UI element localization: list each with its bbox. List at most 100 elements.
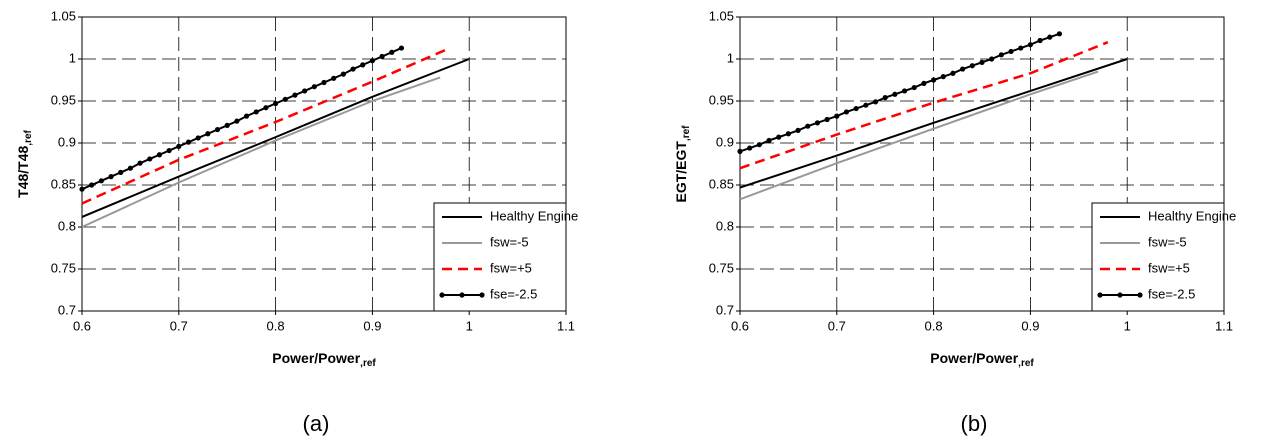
series-marker bbox=[273, 100, 279, 107]
legend-label: fsw=+5 bbox=[490, 260, 532, 275]
series-marker bbox=[892, 91, 898, 97]
legend-marker bbox=[479, 292, 485, 298]
series-marker bbox=[398, 45, 405, 51]
y-tick-label: 1 bbox=[69, 50, 76, 65]
series-marker bbox=[853, 105, 859, 112]
legend-label: fse=-2.5 bbox=[490, 286, 537, 301]
y-tick-label: 0.9 bbox=[716, 134, 734, 149]
legend-label: fse=-2.5 bbox=[1148, 286, 1195, 301]
series-marker bbox=[737, 148, 743, 154]
legend-marker bbox=[459, 292, 465, 298]
y-axis-title-sub: ,ref bbox=[23, 129, 34, 145]
series-marker bbox=[1047, 34, 1053, 40]
series-marker bbox=[302, 88, 308, 94]
x-tick-label: 0.9 bbox=[1021, 318, 1039, 333]
series-marker bbox=[243, 113, 250, 119]
legend-label: Healthy Engine bbox=[490, 208, 578, 223]
series-line bbox=[739, 58, 1128, 189]
y-tick-label: 0.95 bbox=[51, 92, 76, 107]
series-line bbox=[739, 41, 1109, 170]
series-marker bbox=[863, 102, 869, 108]
x-tick-label: 0.7 bbox=[828, 318, 846, 333]
series-marker bbox=[776, 134, 782, 140]
series-marker bbox=[369, 58, 375, 64]
x-axis-title-sub: ,ref bbox=[360, 358, 376, 369]
series-marker bbox=[998, 52, 1004, 58]
y-tick-label: 0.85 bbox=[51, 176, 76, 191]
y-tick-label: 1 bbox=[727, 50, 734, 65]
series-marker bbox=[843, 109, 850, 115]
series-marker bbox=[1037, 37, 1043, 44]
x-tick-label: 1.1 bbox=[557, 318, 575, 333]
series-line bbox=[81, 46, 451, 205]
legend-label: Healthy Engine bbox=[1148, 208, 1236, 223]
plot-border bbox=[81, 16, 567, 312]
y-tick-label: 0.8 bbox=[58, 218, 76, 233]
legend-marker bbox=[1097, 292, 1103, 298]
series-marker bbox=[1008, 48, 1014, 55]
panel-label: (a) bbox=[303, 411, 330, 436]
series-marker bbox=[331, 75, 337, 81]
series-marker bbox=[1056, 31, 1063, 37]
series-marker bbox=[340, 71, 346, 77]
series-marker bbox=[79, 186, 85, 192]
x-axis-title-sub: ,ref bbox=[1018, 358, 1034, 369]
series-marker bbox=[185, 139, 192, 145]
x-axis-title-main: Power/Power bbox=[272, 350, 360, 366]
legend-box bbox=[433, 202, 567, 312]
series-marker bbox=[921, 80, 927, 86]
series-marker bbox=[311, 84, 317, 90]
y-tick-label: 0.85 bbox=[709, 176, 734, 191]
y-tick-label: 0.7 bbox=[58, 302, 76, 317]
y-axis-title: T48/T48,ref bbox=[15, 129, 34, 197]
series-marker bbox=[176, 143, 182, 149]
y-tick-label: 1.05 bbox=[709, 8, 734, 23]
series-marker bbox=[805, 123, 811, 129]
x-tick-label: 0.8 bbox=[267, 318, 285, 333]
x-axis-title: Power/Power,ref bbox=[930, 350, 1034, 369]
series-marker bbox=[379, 53, 385, 60]
series-marker bbox=[979, 59, 985, 65]
y-tick-label: 0.75 bbox=[709, 260, 734, 275]
series-marker bbox=[234, 118, 240, 124]
x-tick-label: 1.1 bbox=[1215, 318, 1233, 333]
series-line bbox=[739, 32, 1060, 153]
x-tick-label: 0.9 bbox=[363, 318, 381, 333]
series-marker bbox=[882, 95, 888, 101]
y-axis-title-sub: ,ref bbox=[681, 125, 692, 141]
series-marker bbox=[118, 169, 124, 175]
series-marker bbox=[127, 165, 133, 171]
series-marker bbox=[108, 174, 114, 180]
y-tick-label: 0.9 bbox=[58, 134, 76, 149]
x-axis-title-main: Power/Power bbox=[930, 350, 1018, 366]
series-marker bbox=[960, 66, 966, 72]
series-marker bbox=[263, 105, 269, 111]
y-tick-label: 0.8 bbox=[716, 218, 734, 233]
x-tick-label: 1 bbox=[1124, 318, 1131, 333]
legend-marker bbox=[439, 292, 445, 298]
series-marker bbox=[147, 156, 153, 162]
series-marker bbox=[756, 142, 762, 148]
series-marker bbox=[989, 56, 995, 62]
series-marker bbox=[214, 126, 221, 133]
panel-label: (b) bbox=[961, 411, 988, 436]
series-marker bbox=[1027, 42, 1033, 48]
legend-marker bbox=[1137, 292, 1143, 298]
series-marker bbox=[747, 145, 753, 151]
x-tick-label: 0.8 bbox=[925, 318, 943, 333]
x-tick-label: 0.6 bbox=[73, 318, 91, 333]
series-line bbox=[81, 58, 470, 218]
series-marker bbox=[360, 62, 366, 68]
series-marker bbox=[785, 131, 792, 137]
series-marker bbox=[824, 116, 830, 123]
y-axis-title-main: T48/T48 bbox=[15, 146, 31, 198]
y-axis-title-main: EGT/EGT bbox=[673, 141, 689, 203]
series-marker bbox=[282, 96, 288, 102]
series-line bbox=[81, 47, 402, 191]
series-marker bbox=[321, 79, 327, 86]
y-tick-label: 0.95 bbox=[709, 92, 734, 107]
y-tick-label: 0.7 bbox=[716, 302, 734, 317]
legend-box bbox=[1091, 202, 1225, 312]
